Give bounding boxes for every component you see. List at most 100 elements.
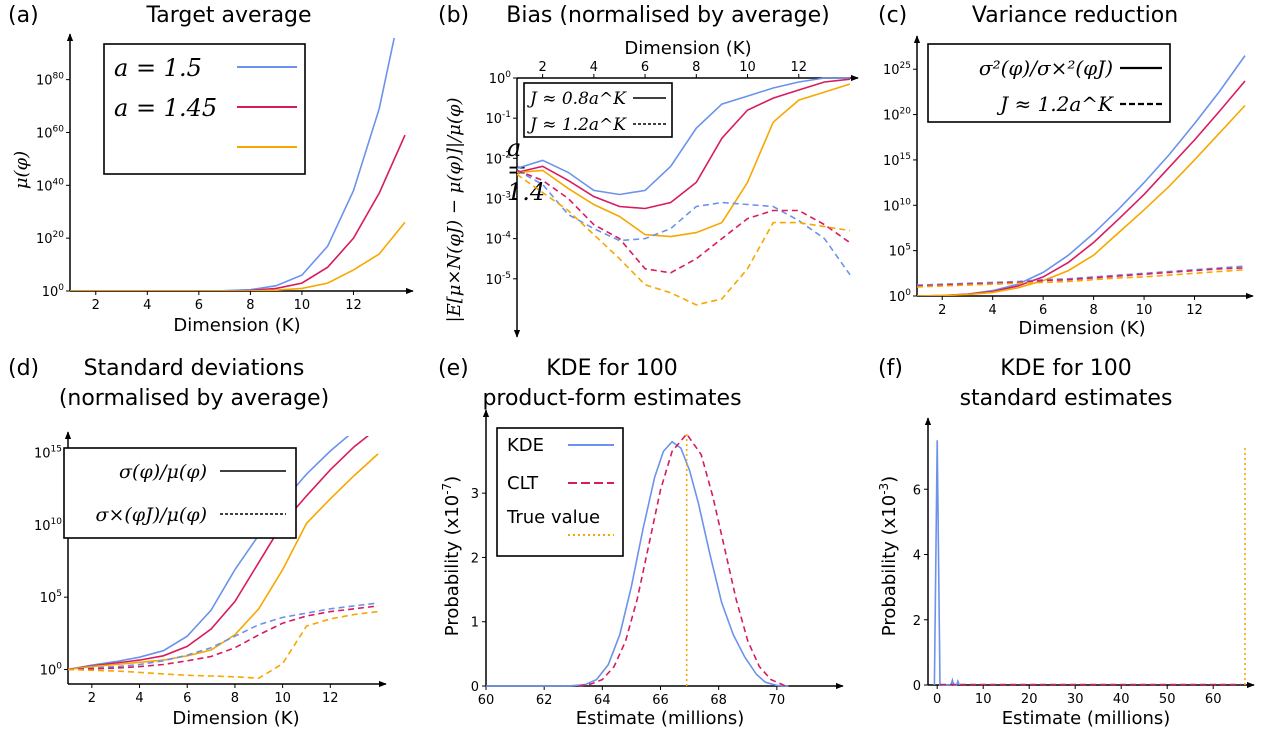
x-tick-label: 20 xyxy=(1021,692,1038,707)
y-tick-label: 6 xyxy=(913,483,921,498)
x-tick-label: 12 xyxy=(322,691,339,706)
x-tick-label: 8 xyxy=(231,691,239,706)
y-tick-label: 1015 xyxy=(883,152,911,169)
legend-label-2: σ×(φJ)/μ(φ) xyxy=(95,504,207,526)
legend-label-2: J ≈ 1.2a^K xyxy=(527,115,627,135)
y-tick-label: 105 xyxy=(40,589,62,606)
chart-subtitle-f: standard estimates xyxy=(960,386,1173,411)
panel-label-c: (c) xyxy=(878,3,907,28)
legend-label-1: KDE xyxy=(507,435,544,456)
series-line-6 xyxy=(517,173,851,306)
y-tick-label: 0 xyxy=(913,679,921,694)
panel-a: 2 4 6 8 10 12 xyxy=(66,33,414,313)
legend-label-1: σ²(φ)/σ×²(φJ) xyxy=(979,56,1113,80)
series-line-4 xyxy=(68,602,379,671)
x-tick-label: 2 xyxy=(938,303,946,318)
y-tick-label: 1010 xyxy=(883,197,911,214)
x-tick-label: 10 xyxy=(294,298,311,313)
series-line-2 xyxy=(68,436,370,671)
y-tick-label: 10-2 xyxy=(485,150,511,167)
series-line-3 xyxy=(917,104,1246,296)
x-tick-label: 2 xyxy=(88,691,96,706)
series-line-3 xyxy=(68,453,379,671)
x-tick-label: 66 xyxy=(652,693,669,708)
x-tick-label: 6 xyxy=(1039,303,1047,318)
panel-label-d: (d) xyxy=(8,356,39,381)
series-line-6 xyxy=(68,610,379,680)
y-tick-label: 1020 xyxy=(36,230,64,247)
y-tick-label: 1040 xyxy=(36,177,64,194)
y-tick-label: 100 xyxy=(889,288,912,305)
legend-label-1: σ(φ)/μ(φ) xyxy=(119,461,207,483)
series-line-5 xyxy=(68,605,379,671)
legend-box xyxy=(496,427,624,557)
y-tick-label: 10-4 xyxy=(485,231,511,248)
y-tick-label: 1080 xyxy=(36,72,64,89)
x-tick-label: 10 xyxy=(1136,303,1153,318)
x-axis-label: Estimate (millions) xyxy=(1002,708,1171,729)
series-line-1 xyxy=(68,436,350,671)
x-axis-label: Dimension (K) xyxy=(1018,318,1145,339)
x-tick-label: 6 xyxy=(195,298,203,313)
y-axis-label: Probability (x10-7) xyxy=(440,476,463,636)
y-tick-label: 100 xyxy=(42,283,65,300)
series-line-1 xyxy=(933,440,961,686)
chart-title-a: Target average xyxy=(145,3,311,28)
x-tick-label: 10 xyxy=(739,60,756,75)
x-tick-label: 50 xyxy=(1159,692,1176,707)
y-axis-label: |E[μ×N(φJ) − μ(φ)]|/μ(φ) xyxy=(444,98,465,323)
chart-title-c: Variance reduction xyxy=(972,3,1178,28)
panel-label-b: (b) xyxy=(438,3,469,28)
x-tick-label: 68 xyxy=(710,693,727,708)
series-line-4 xyxy=(917,265,1246,286)
x-tick-label: 40 xyxy=(1113,692,1130,707)
y-tick-label: 0 xyxy=(471,680,479,695)
y-tick-label: 100 xyxy=(489,70,512,87)
legend-label-1: J ≈ 0.8a^K xyxy=(527,89,627,109)
y-tick-label: 10-5 xyxy=(485,271,511,288)
y-axis-label: μ(φ) xyxy=(11,151,32,189)
chart-title-d: Standard deviations xyxy=(84,356,305,381)
x-tick-label: 4 xyxy=(989,303,997,318)
panel-c: 2 4 6 8 10 12 xyxy=(913,35,1254,318)
legend-box xyxy=(63,447,297,539)
x-tick-label: 10 xyxy=(274,691,291,706)
x-tick-label: 8 xyxy=(692,60,700,75)
series-line-6 xyxy=(917,268,1246,288)
x-tick-label: 64 xyxy=(594,693,611,708)
y-tick-label: 1 xyxy=(471,616,479,631)
series-line-2 xyxy=(517,78,851,210)
y-tick-label: 1015 xyxy=(34,444,62,461)
legend-label-2: a = 1.45 xyxy=(114,94,217,122)
legend-box xyxy=(927,43,1171,123)
panel-label-f: (f) xyxy=(878,356,903,381)
series-line-5 xyxy=(917,267,1246,287)
panel-d: 2 4 6 8 10 12 xyxy=(64,431,387,706)
series-line-4 xyxy=(517,169,851,276)
chart-subtitle-e: product-form estimates xyxy=(482,386,741,411)
x-tick-label: 2 xyxy=(92,298,100,313)
panel-f: 0 10 20 30 40 50 60 0 2 4 6 xyxy=(913,417,1255,707)
x-tick-label: 70 xyxy=(769,693,786,708)
y-tick-label: 2 xyxy=(471,551,479,566)
y-tick-label: 10-1 xyxy=(485,110,511,127)
x-tick-label: 6 xyxy=(641,60,649,75)
series-line-3 xyxy=(70,221,406,291)
y-tick-label: 105 xyxy=(889,243,911,260)
x-axis-label: Dimension (K) xyxy=(172,708,299,729)
panel-label-e: (e) xyxy=(438,356,469,381)
panel-label-a: (a) xyxy=(8,3,39,28)
chart-subtitle-d: (normalised by average) xyxy=(59,386,329,411)
legend-label-1: a = 1.5 xyxy=(114,54,202,82)
chart-title-e: KDE for 100 xyxy=(546,356,678,381)
y-tick-label: 1060 xyxy=(36,124,64,141)
x-tick-label: 12 xyxy=(345,298,362,313)
series-line-3 xyxy=(517,83,851,238)
y-tick-label: 1010 xyxy=(34,517,62,534)
x-tick-label: 30 xyxy=(1067,692,1084,707)
x-tick-label: 2 xyxy=(538,60,546,75)
x-tick-label: 8 xyxy=(246,298,254,313)
y-tick-label: 10-3 xyxy=(485,190,511,207)
